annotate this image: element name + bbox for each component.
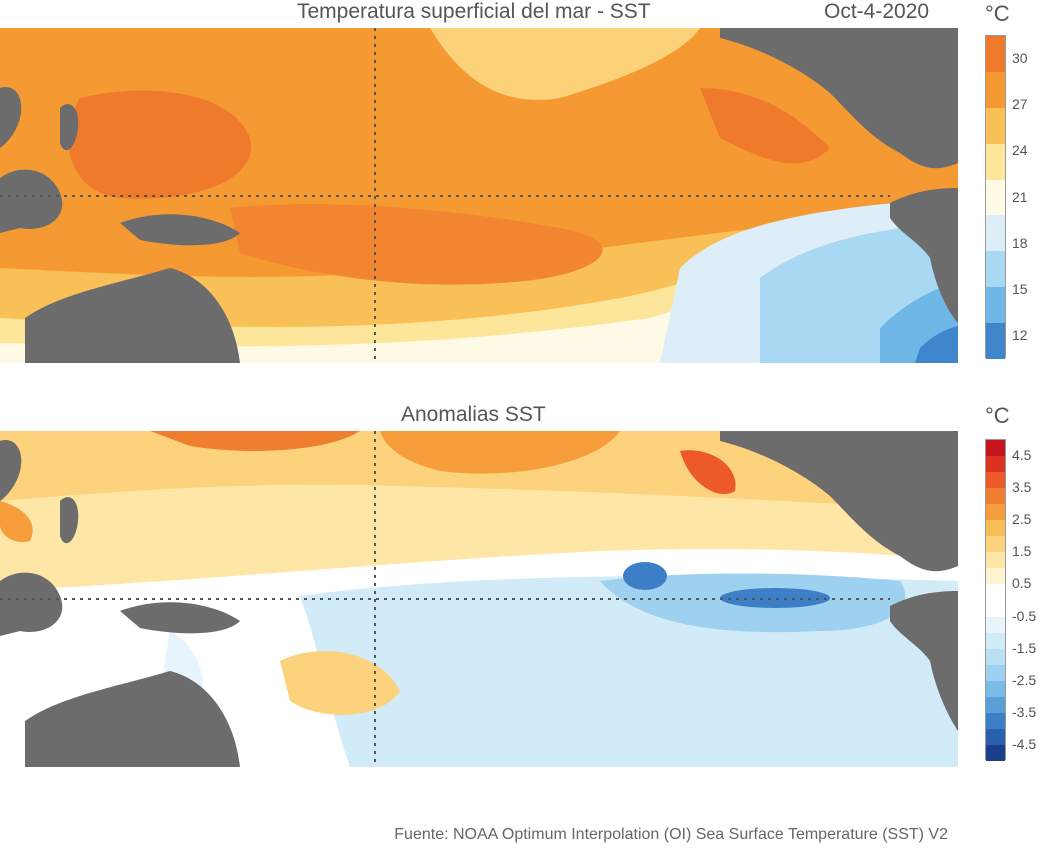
sst-unit-label: °C (985, 1, 1010, 26)
sst-colorbar-tick: 18 (1012, 234, 1028, 251)
anomaly-colorbar-tick: -3.5 (1012, 703, 1037, 720)
anomaly-land-borneo (0, 572, 63, 636)
sst-colorbar-segment (986, 251, 1005, 288)
anomaly-colorbar-tick: 3.5 (1012, 479, 1032, 496)
anomaly-land-south-america (890, 591, 958, 731)
anomaly-colorbar-segment (986, 728, 1005, 745)
anomaly-colorbar-tick: -1.5 (1012, 639, 1037, 656)
sst-colorbar-segment (986, 179, 1005, 216)
sst-land-borneo (0, 169, 63, 233)
anomaly-colorbar-segment (986, 680, 1005, 697)
sst-colorbar (985, 35, 1006, 359)
sst-land-australia (25, 268, 240, 363)
anomaly-colorbar-segment (986, 648, 1005, 665)
anomaly-warm-north-central (380, 431, 620, 474)
anomaly-warm-west (0, 501, 33, 543)
anomaly-colorbar-segment (986, 568, 1005, 585)
anomaly-colorbar-segment (986, 600, 1005, 617)
anomaly-title: Anomalias SST (401, 403, 546, 426)
anomaly-colorbar-segment (986, 456, 1005, 473)
anomaly-cold-spot-2 (720, 588, 830, 608)
anomaly-colorbar (985, 439, 1006, 761)
sst-map (0, 28, 958, 363)
sst-band-12 (915, 326, 958, 363)
sst-warm-pool-east (700, 88, 830, 164)
anomaly-colorbar-segment (986, 520, 1005, 537)
anomaly-colorbar-tick: 0.5 (1012, 575, 1032, 592)
sst-land (0, 28, 958, 363)
sst-colorbar-tick: 21 (1012, 188, 1028, 205)
sst-colorbar-segment (986, 287, 1005, 323)
anomaly-unit-label: °C (985, 403, 1010, 428)
sst-title: Temperatura superficial del mar - SST (297, 0, 651, 23)
anomaly-colorbar-segment (986, 584, 1005, 601)
anomaly-land-asia (0, 440, 22, 501)
sst-colorbar-segment (986, 215, 1005, 252)
sst-land-new-guinea (120, 214, 240, 246)
anomaly-colorbar-segment (986, 440, 1005, 457)
anomaly-colorbar-tick: -4.5 (1012, 735, 1037, 752)
sst-cool-north (430, 28, 700, 100)
anomaly-colorbar-segment (986, 472, 1005, 489)
anomaly-colorbar-tick: -2.5 (1012, 671, 1037, 688)
sst-land-north-america (720, 28, 958, 169)
sst-land-philippines (60, 104, 79, 151)
sst-colorbar-segment (986, 143, 1005, 180)
anomaly-colorbar-segment (986, 696, 1005, 713)
sst-colorbar-segment (986, 71, 1005, 108)
anomaly-land-philippines (60, 497, 79, 544)
anomaly-cold-spot-1 (623, 562, 667, 590)
anomaly-colorbar-segment (986, 632, 1005, 649)
anomaly-colorbar-segment (986, 664, 1005, 681)
sst-warm-pool-west (68, 90, 252, 199)
anomaly-colorbar-tick: -0.5 (1012, 607, 1037, 624)
anomaly-land-north-america (720, 431, 958, 572)
anomaly-colorbar-segment (986, 488, 1005, 505)
anomaly-colorbar-tick: 4.5 (1012, 447, 1032, 464)
anomaly-warm-baja (680, 450, 736, 495)
anomaly-colorbar-segment (986, 712, 1005, 729)
sst-colorbar-segment (986, 36, 1005, 72)
anomaly-map (0, 431, 958, 767)
sst-land-south-america (890, 188, 958, 323)
anomaly-colorbar-segment (986, 504, 1005, 521)
anomaly-colorbar-segment (986, 552, 1005, 569)
sst-colorbar-tick: 12 (1012, 326, 1028, 343)
anomaly-colorbar-tick: 2.5 (1012, 511, 1032, 528)
sst-colorbar-tick: 27 (1012, 96, 1028, 113)
anomaly-colorbar-segment (986, 536, 1005, 553)
anomaly-colorbar-segment (986, 744, 1005, 761)
sst-colorbar-segment (986, 323, 1005, 359)
sst-land-asia (0, 87, 22, 148)
anomaly-land-australia (25, 671, 240, 767)
sst-colorbar-tick: 15 (1012, 280, 1028, 297)
anomaly-warm-south (280, 651, 400, 715)
sst-date: Oct-4-2020 (824, 0, 930, 23)
sst-colorbar-segment (986, 107, 1005, 144)
sst-colorbar-tick: 30 (1012, 50, 1028, 67)
source-note: Fuente: NOAA Optimum Interpolation (OI) … (394, 826, 948, 843)
sst-warm-pool-equatorial (230, 204, 603, 285)
anomaly-warm-north-west (150, 431, 360, 451)
anomaly-land (0, 431, 958, 767)
anomaly-land-new-guinea (120, 602, 240, 634)
sst-colorbar-tick: 24 (1012, 142, 1028, 159)
anomaly-colorbar-tick: 1.5 (1012, 543, 1032, 560)
anomaly-colorbar-segment (986, 616, 1005, 633)
